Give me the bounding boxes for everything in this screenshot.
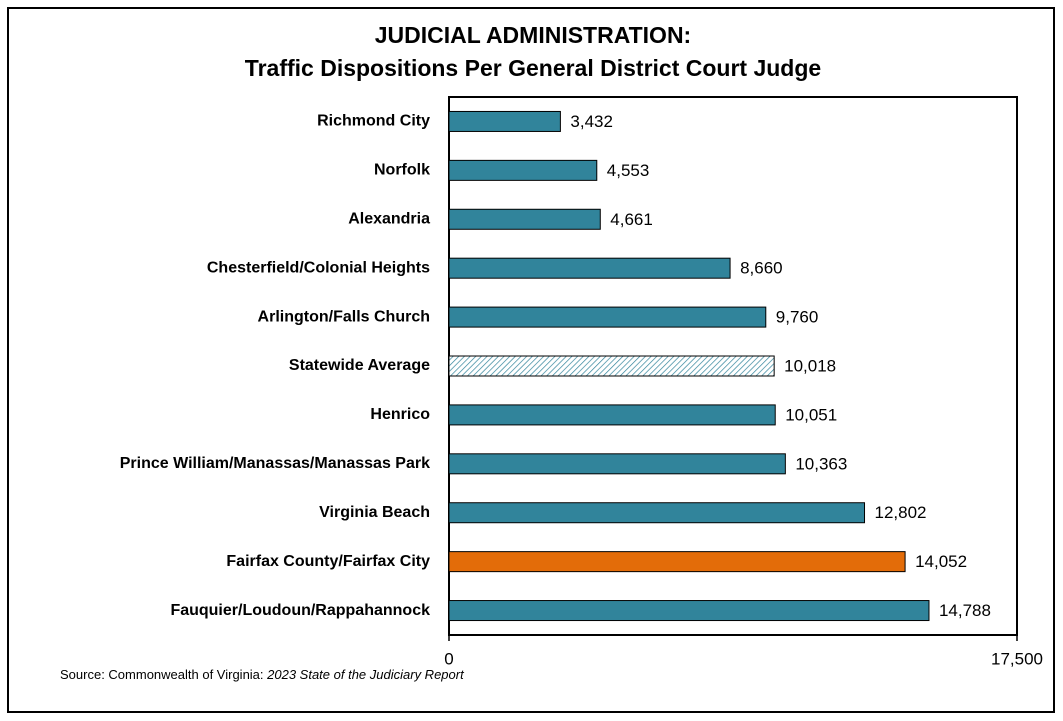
bar — [448, 551, 906, 573]
value-label: 14,788 — [939, 601, 991, 620]
value-label: 12,802 — [875, 503, 927, 522]
bar — [448, 208, 601, 230]
value-label: 4,553 — [607, 161, 650, 180]
y-tick-label: Statewide Average — [289, 357, 430, 374]
y-tick-label: Henrico — [370, 406, 430, 423]
value-label: 14,052 — [915, 552, 967, 571]
y-tick-label: Arlington/Falls Church — [258, 308, 430, 325]
value-label: 9,760 — [776, 308, 819, 327]
value-label: 10,363 — [795, 454, 847, 473]
y-tick-label: Fauquier/Loudoun/Rappahannock — [170, 602, 430, 619]
y-tick-label: Alexandria — [348, 210, 430, 227]
bar — [448, 159, 598, 181]
bar — [448, 404, 776, 426]
y-tick-label: Fairfax County/Fairfax City — [226, 553, 430, 570]
chart-title: JUDICIAL ADMINISTRATION: — [375, 22, 691, 48]
value-label: 4,661 — [610, 210, 653, 229]
y-tick-label: Virginia Beach — [319, 504, 430, 521]
value-label: 3,432 — [570, 112, 613, 131]
y-tick-label: Richmond City — [317, 113, 430, 130]
bar — [448, 502, 866, 524]
value-label: 8,660 — [740, 259, 783, 278]
source: Source: Commonwealth of Virginia: 2023 S… — [60, 667, 465, 682]
value-label: 10,051 — [785, 405, 837, 424]
bar — [448, 355, 775, 377]
x-tick-label: 17,500 — [991, 649, 1043, 668]
y-tick-label: Norfolk — [374, 162, 430, 179]
bar — [448, 453, 786, 475]
chart-subtitle: Traffic Dispositions Per General Distric… — [245, 55, 821, 81]
x-tick-label: 0 — [444, 649, 453, 668]
y-tick-label: Chesterfield/Colonial Heights — [207, 259, 430, 276]
value-label: 10,018 — [784, 356, 836, 375]
bar — [448, 257, 731, 279]
bar — [448, 110, 561, 132]
bar — [448, 600, 930, 622]
source-title: 2023 State of the Judiciary Report — [266, 667, 465, 682]
y-tick-label: Prince William/Manassas/Manassas Park — [120, 455, 430, 472]
bar — [448, 306, 767, 328]
source-text: Source: Commonwealth of Virginia: — [60, 667, 267, 682]
